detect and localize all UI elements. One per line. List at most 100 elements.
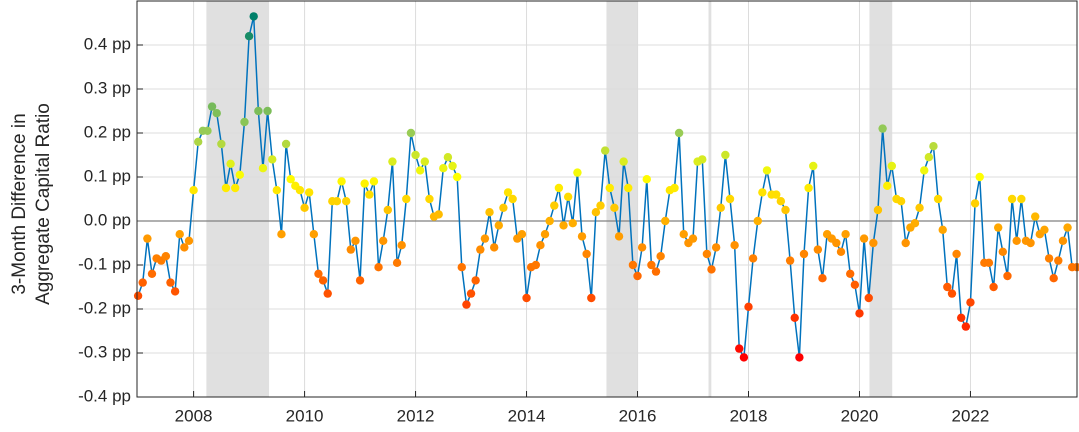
data-point: [489, 243, 499, 252]
data-point: [411, 150, 420, 160]
data-point: [434, 210, 443, 219]
data-point: [725, 194, 735, 204]
data-point: [943, 282, 952, 292]
data-point: [379, 236, 388, 245]
data-point: [1007, 194, 1017, 204]
data-point: [832, 238, 841, 248]
data-point: [647, 260, 656, 270]
data-point: [721, 150, 730, 160]
data-point: [545, 216, 554, 226]
data-point: [517, 230, 527, 239]
data-point: [425, 194, 434, 204]
data-point: [415, 166, 425, 175]
data-point: [550, 201, 559, 210]
data-point: [522, 293, 531, 303]
data-point: [841, 230, 850, 239]
data-point: [365, 190, 374, 199]
shaded-period: [606, 1, 639, 397]
data-point: [591, 208, 601, 217]
data-point: [217, 139, 226, 149]
data-point: [263, 106, 272, 116]
x-tick-label: 2022: [952, 406, 990, 425]
y-tick-label: 0.1 pp: [84, 166, 131, 185]
data-point: [170, 287, 180, 296]
data-point: [559, 221, 568, 230]
data-point: [388, 157, 397, 166]
y-tick-label: -0.4 pp: [78, 386, 131, 405]
data-point: [226, 159, 235, 168]
data-point: [406, 128, 416, 138]
data-point: [642, 175, 651, 184]
x-tick-label: 2016: [619, 406, 657, 425]
x-tick-label: 2018: [730, 406, 768, 425]
x-tick-label: 2012: [397, 406, 435, 425]
data-point: [846, 269, 855, 278]
data-point: [873, 205, 883, 215]
data-point: [878, 124, 887, 133]
data-point: [476, 245, 485, 254]
data-point: [587, 293, 596, 303]
data-point: [147, 269, 157, 278]
data-point: [633, 271, 642, 281]
data-point: [221, 183, 231, 193]
data-point: [656, 252, 665, 261]
data-point: [452, 172, 462, 182]
data-point: [637, 243, 647, 252]
data-point: [471, 276, 480, 285]
data-point: [753, 216, 762, 226]
data-point: [688, 234, 698, 243]
data-point: [323, 289, 332, 298]
data-point: [272, 186, 282, 195]
data-point: [133, 291, 143, 300]
data-point: [758, 188, 767, 197]
x-tick-label: 2014: [508, 406, 546, 425]
data-point: [369, 177, 379, 186]
y-tick-label: 0.3 pp: [84, 78, 131, 97]
data-point: [175, 230, 184, 239]
y-tick-label: -0.3 pp: [78, 342, 131, 361]
x-tick-label: 2008: [175, 406, 213, 425]
plot-frame: [136, 0, 1078, 398]
data-point: [207, 102, 217, 111]
data-point: [596, 201, 605, 210]
data-point: [702, 249, 712, 259]
data-point: [573, 168, 582, 177]
data-point: [924, 153, 934, 162]
data-point: [536, 241, 545, 250]
data-point: [744, 302, 753, 311]
data-point: [281, 139, 291, 149]
data-point: [929, 142, 938, 151]
data-point: [254, 106, 263, 116]
data-point: [231, 183, 240, 193]
data-point: [235, 170, 245, 179]
data-point: [480, 234, 490, 243]
data-point: [809, 161, 818, 171]
data-point: [1058, 236, 1068, 245]
data-point: [850, 280, 860, 289]
data-point: [1026, 238, 1035, 248]
data-point: [466, 289, 476, 298]
data-point: [189, 186, 198, 195]
data-point: [989, 282, 998, 292]
data-point: [674, 128, 684, 138]
data-point: [975, 172, 984, 182]
y-tick-label: 0.2 pp: [84, 122, 131, 141]
data-point: [184, 236, 194, 245]
data-point: [1063, 223, 1072, 232]
shaded-period: [869, 1, 893, 397]
data-point: [748, 254, 758, 263]
data-point: [762, 166, 772, 175]
data-point: [457, 263, 466, 272]
x-tick-label: 2020: [841, 406, 879, 425]
data-point: [883, 181, 892, 190]
data-point: [1012, 236, 1021, 245]
data-point: [318, 276, 328, 285]
data-point: [739, 353, 749, 362]
data-point: [804, 183, 813, 193]
data-point: [462, 300, 471, 309]
data-point: [499, 203, 508, 212]
data-point: [258, 164, 268, 173]
data-point: [679, 230, 688, 239]
